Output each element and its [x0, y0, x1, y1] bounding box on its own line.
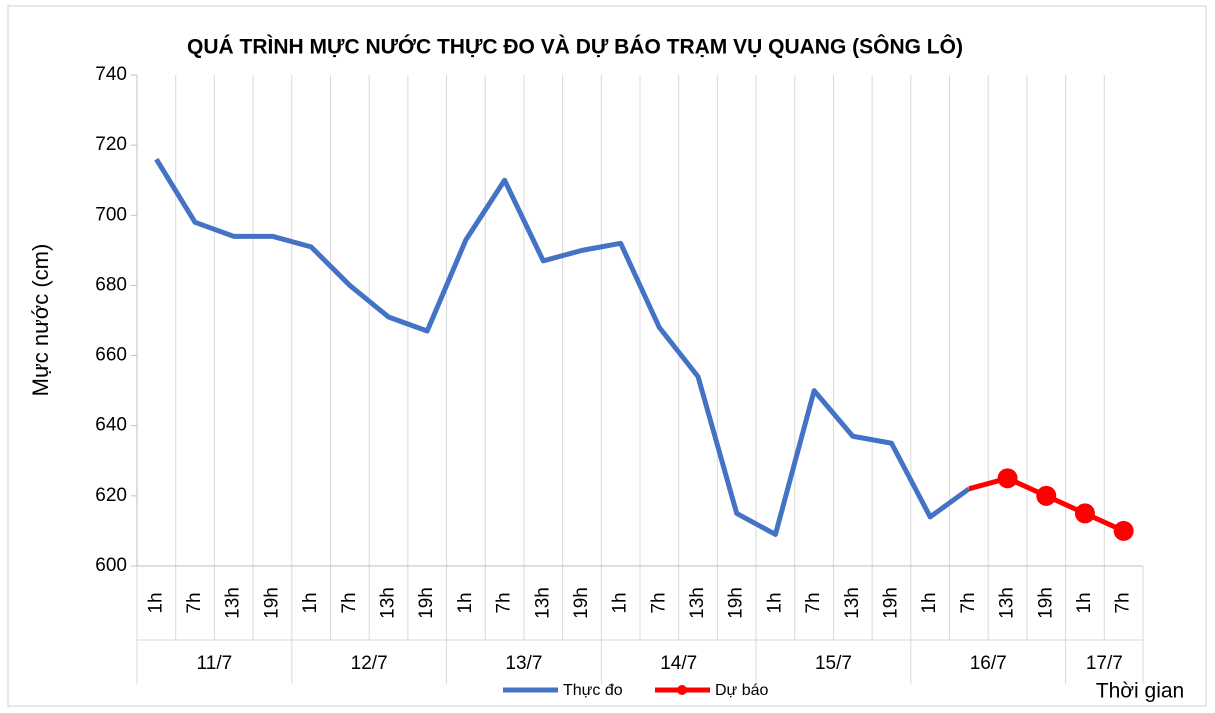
- x-tick-label: 7h: [339, 592, 360, 613]
- x-tick-label: 1h: [300, 592, 321, 613]
- x-tick-label: 1h: [455, 592, 476, 613]
- x-tick-label: 19h: [261, 587, 282, 619]
- chart-border: [7, 5, 1207, 707]
- legend-label: Dự báo: [715, 682, 769, 699]
- marker: [1113, 520, 1134, 541]
- y-tick-label: 740: [95, 64, 127, 85]
- x-tick-label: 13h: [687, 587, 708, 619]
- x-tick-label: 19h: [571, 587, 592, 619]
- group-label: 17/7: [1086, 653, 1123, 674]
- x-tick-label: 1h: [764, 592, 785, 613]
- x-tick-label: 13h: [378, 587, 399, 619]
- x-tick-label: 13h: [997, 587, 1018, 619]
- group-label: 16/7: [970, 653, 1007, 674]
- x-tick-label: 1h: [145, 592, 166, 613]
- marker: [1074, 503, 1095, 524]
- legend-marker: [677, 685, 687, 695]
- y-tick-label: 640: [95, 415, 127, 436]
- y-tick-label: 660: [95, 345, 127, 366]
- x-tick-label: 1h: [610, 592, 631, 613]
- x-tick-label: 19h: [881, 587, 902, 619]
- y-tick-label: 620: [95, 485, 127, 506]
- x-tick-label: 7h: [648, 592, 669, 613]
- x-tick-label: 7h: [494, 592, 515, 613]
- y-tick-label: 720: [95, 134, 127, 155]
- y-tick-label: 700: [95, 204, 127, 225]
- x-tick-label: 7h: [958, 592, 979, 613]
- y-tick-label: 680: [95, 274, 127, 295]
- group-label: 15/7: [815, 653, 852, 674]
- group-label: 11/7: [197, 653, 233, 674]
- y-tick-label: 600: [95, 555, 127, 576]
- y-axis-label: Mực nước (cm): [28, 244, 53, 397]
- marker: [1036, 485, 1057, 506]
- x-tick-label: 19h: [416, 587, 437, 619]
- x-tick-label: 7h: [184, 592, 205, 613]
- x-tick-label: 19h: [726, 587, 747, 619]
- series-line: [154, 157, 971, 537]
- x-tick-label: 7h: [803, 592, 824, 613]
- x-tick-label: 13h: [532, 587, 553, 619]
- legend-label: Thực đo: [563, 682, 623, 699]
- chart-title: QUÁ TRÌNH MỰC NƯỚC THỰC ĐO VÀ DỰ BÁO TRẠ…: [187, 35, 963, 59]
- x-tick-label: 1h: [919, 592, 940, 613]
- x-tick-label: 13h: [842, 587, 863, 619]
- x-tick-label: 13h: [223, 587, 244, 619]
- x-tick-label: 7h: [1113, 592, 1134, 613]
- group-label: 13/7: [505, 653, 542, 674]
- x-tick-label: 19h: [1035, 587, 1056, 619]
- x-tick-label: 1h: [1074, 592, 1095, 613]
- group-label: 12/7: [351, 653, 388, 674]
- marker: [997, 468, 1018, 489]
- x-axis-label: Thời gian: [1096, 680, 1184, 703]
- group-label: 14/7: [660, 653, 697, 674]
